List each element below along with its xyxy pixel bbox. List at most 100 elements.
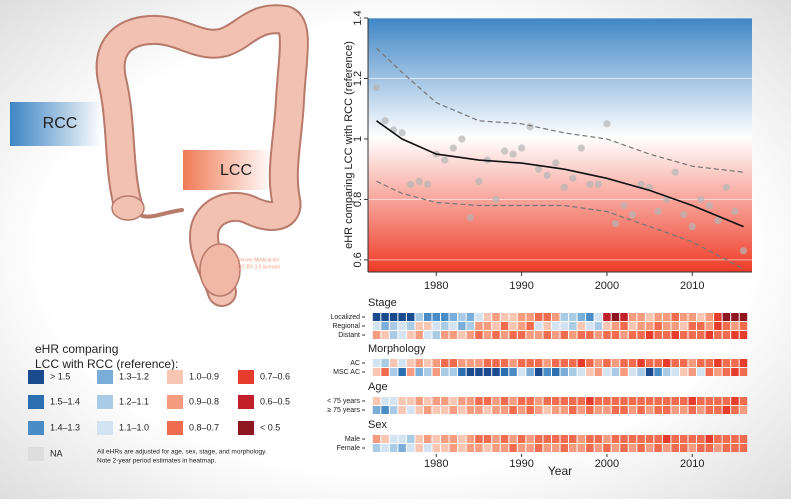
heat-cell [475,331,483,339]
heat-cell [551,435,560,443]
group-title: Age [368,381,388,393]
heat-cell [432,435,441,443]
point [705,201,713,210]
heat-cell [492,397,500,405]
legend-note: Note 2-year period estimates in heatmap. [97,458,216,465]
heat-cell [551,322,560,330]
heat-cell [534,331,543,339]
legend-label: 0.9–0.8 [189,396,219,406]
point [611,220,620,228]
heat-cell [603,331,611,339]
heat-cell [569,368,577,376]
heat-cell [517,368,526,376]
chart-layer: 0.6 0.8 1 1.2 1.4 1980 1990 2000 2010 Stage Locali… [28,10,752,470]
heat-cell [586,406,594,414]
heat-cell [731,444,739,452]
heat-cell [423,406,432,414]
heat-cell [594,368,603,376]
heat-cell [714,397,722,405]
heat-cell [534,313,543,321]
heat-cell [586,368,594,376]
heat-cell [586,397,594,405]
heat-cell [611,322,620,330]
heat-cell [517,397,526,405]
x-tick-label: 2000 [595,458,619,470]
heat-cell [458,359,466,367]
x-tick-label: 2010 [680,280,704,292]
point [458,135,466,143]
heat-cell [628,397,637,405]
heat-cell [500,368,509,376]
heat-cell [551,397,560,405]
heat-cell [654,331,662,339]
colon-illustration [95,4,309,307]
heat-cell [662,313,671,321]
heat-cell [551,359,560,367]
heat-cell [398,397,406,405]
heat-cell [526,368,534,376]
heat-cell [628,313,637,321]
heat-cell [458,331,466,339]
heat-cell [551,368,560,376]
heat-cell [551,444,560,452]
heat-cell [406,359,415,367]
legend-swatch [28,370,44,384]
heat-cell [654,359,662,367]
heat-cell [560,435,569,443]
heat-cell [662,406,671,414]
heat-cell [577,368,586,376]
point [475,177,483,185]
heat-cell [577,406,586,414]
heat-cell [688,313,697,321]
heat-cell [637,435,645,443]
heat-cell [381,406,389,414]
group-title: Sex [368,419,387,431]
x-tick-label: 1990 [509,280,533,292]
heat-cell [722,359,731,367]
row-label: < 75 years [327,398,360,405]
heat-cell [645,322,654,330]
x-tick-label: 2000 [595,280,619,292]
heat-cell [645,359,654,367]
heat-cell [466,359,475,367]
row-label: Female [337,445,360,452]
heat-cell [398,331,406,339]
heat-cell [372,368,381,376]
heat-cell [662,444,671,452]
row-label: Distant [338,332,360,339]
heat-cell [705,397,714,405]
heat-cell [628,406,637,414]
heat-cell [406,322,415,330]
point [714,216,722,225]
heat-cell [551,331,560,339]
heat-cell [517,331,526,339]
credit: Servier Medical Art [237,257,280,263]
heat-cell [611,444,620,452]
heat-cell [389,397,398,405]
heat-cell [543,406,551,414]
heat-cell [492,435,500,443]
heat-cell [423,359,432,367]
heat-cell [372,359,381,367]
row-label: AC [350,360,360,367]
point [492,195,500,204]
heat-cell [475,313,483,321]
heat-cell [628,444,637,452]
heat-cell [517,359,526,367]
heat-cell [688,406,697,414]
heat-cell [389,368,398,376]
x-tick-label: 2010 [680,458,704,470]
heat-cell [628,322,637,330]
x-tick-label: 1980 [424,280,448,292]
heat-cell [509,313,517,321]
heat-cell [560,313,569,321]
heat-cell [697,444,705,452]
fit-line [376,120,744,228]
heat-cell [415,444,423,452]
legend-label: < 0.5 [260,422,280,432]
heat-cell [611,331,620,339]
heat-cell [739,397,748,405]
heat-cell [423,435,432,443]
heat-cell [731,313,739,321]
